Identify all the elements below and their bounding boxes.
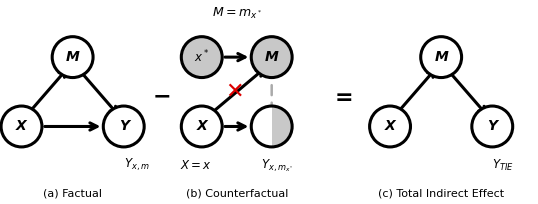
Text: X: X [16, 120, 27, 133]
Text: $\mathbf{=}$: $\mathbf{=}$ [330, 86, 353, 106]
Text: $M = m_{x^*}$: $M = m_{x^*}$ [212, 6, 261, 21]
Ellipse shape [181, 106, 222, 147]
Text: $x^*$: $x^*$ [194, 49, 209, 65]
Ellipse shape [103, 106, 144, 147]
Ellipse shape [421, 37, 462, 78]
Ellipse shape [472, 106, 513, 147]
Ellipse shape [251, 37, 292, 78]
Text: X: X [385, 120, 395, 133]
Ellipse shape [181, 37, 222, 78]
Text: $Y_{TIE}$: $Y_{TIE}$ [492, 158, 514, 173]
Ellipse shape [251, 106, 292, 147]
Ellipse shape [370, 106, 410, 147]
Ellipse shape [52, 37, 93, 78]
Text: Y: Y [487, 120, 497, 133]
Text: (c) Total Indirect Effect: (c) Total Indirect Effect [378, 189, 504, 199]
Ellipse shape [251, 106, 292, 147]
Text: M: M [434, 50, 448, 64]
Ellipse shape [251, 106, 292, 147]
Ellipse shape [1, 106, 42, 147]
Text: ✕: ✕ [225, 82, 243, 102]
Text: (a) Factual: (a) Factual [43, 189, 102, 199]
Text: (b) Counterfactual: (b) Counterfactual [186, 189, 288, 199]
Text: $Y_{x,m}$: $Y_{x,m}$ [124, 157, 150, 173]
Text: X: X [196, 120, 207, 133]
Text: M: M [66, 50, 80, 64]
Text: Y: Y [119, 120, 129, 133]
Text: $Y_{x,m_{x^*}}$: $Y_{x,m_{x^*}}$ [261, 157, 293, 174]
Text: $\mathbf{-}$: $\mathbf{-}$ [152, 86, 171, 106]
Text: $X = x$: $X = x$ [180, 159, 213, 172]
Text: M: M [265, 50, 279, 64]
